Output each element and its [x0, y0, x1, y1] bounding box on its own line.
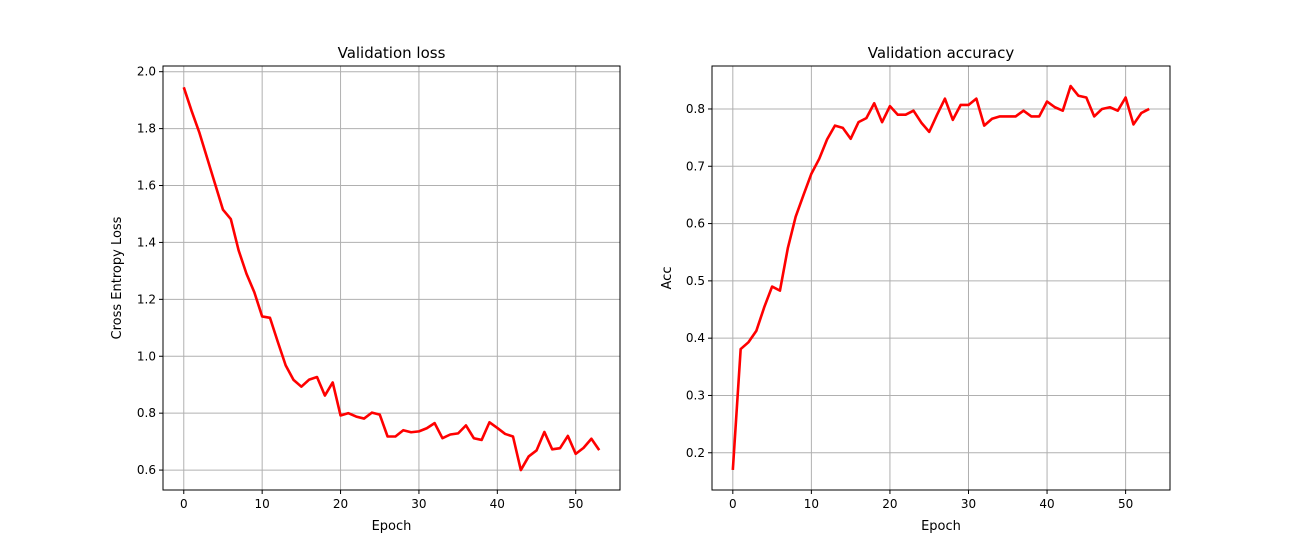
- loss-x-tick-label: 40: [490, 497, 505, 511]
- loss-x-tick-label: 20: [333, 497, 348, 511]
- accuracy-y-tick-label: 0.5: [686, 274, 705, 288]
- accuracy-y-axis-label: Acc: [660, 267, 675, 290]
- accuracy-y-tick-label: 0.2: [686, 446, 705, 460]
- loss-y-tick-label: 1.2: [137, 292, 156, 306]
- loss-y-tick-label: 2.0: [137, 65, 156, 79]
- loss-x-tick-label: 50: [568, 497, 583, 511]
- accuracy-x-tick-label: 40: [1039, 497, 1054, 511]
- accuracy-x-tick-label: 20: [882, 497, 897, 511]
- loss-panel: 0 10 20 30 40 50 0.6 0.8 1.0 1.2 1.4 1.6 1.8 2.0 Vali…: [110, 44, 621, 534]
- loss-x-tick-label: 30: [411, 497, 426, 511]
- loss-y-tick-label: 1.6: [137, 179, 156, 193]
- accuracy-x-tick-label: 50: [1118, 497, 1133, 511]
- loss-plot-frame: [162, 65, 621, 491]
- loss-ticks: 0 10 20 30 40 50 0.6 0.8 1.0 1.2 1.4 1.6 1.8 2.0: [137, 65, 583, 511]
- loss-series-line: [182, 86, 601, 472]
- accuracy-chart-title: Validation accuracy: [868, 44, 1015, 62]
- loss-chart-title: Validation loss: [338, 44, 446, 62]
- accuracy-y-tick-label: 0.3: [686, 388, 705, 402]
- loss-x-tick-label: 10: [255, 497, 270, 511]
- accuracy-x-tick-label: 30: [961, 497, 976, 511]
- loss-grid: [163, 66, 620, 490]
- loss-x-axis-label: Epoch: [372, 519, 412, 534]
- accuracy-x-tick-label: 10: [804, 497, 819, 511]
- loss-y-tick-label: 1.0: [137, 349, 156, 363]
- accuracy-plot-frame: [711, 65, 1171, 491]
- accuracy-y-tick-label: 0.8: [686, 102, 705, 116]
- loss-y-tick-label: 1.8: [137, 122, 156, 136]
- accuracy-y-tick-label: 0.6: [686, 217, 705, 231]
- loss-y-tick-label: 0.6: [137, 463, 156, 477]
- accuracy-x-tick-label: 0: [729, 497, 737, 511]
- accuracy-panel: 0 10 20 30 40 50 0.2 0.3 0.4 0.5 0.6 0.7 0.8 Validat…: [660, 44, 1171, 534]
- accuracy-ticks: 0 10 20 30 40 50 0.2 0.3 0.4 0.5 0.6 0.7 0.8: [686, 102, 1133, 511]
- loss-y-tick-label: 1.4: [137, 235, 156, 249]
- accuracy-x-axis-label: Epoch: [921, 519, 961, 534]
- accuracy-grid: [712, 66, 1170, 490]
- loss-y-tick-label: 0.8: [137, 406, 156, 420]
- accuracy-y-tick-label: 0.4: [686, 331, 705, 345]
- loss-y-axis-label: Cross Entropy Loss: [110, 216, 125, 339]
- loss-x-tick-label: 0: [180, 497, 188, 511]
- accuracy-series-line: [731, 84, 1150, 471]
- accuracy-y-tick-label: 0.7: [686, 159, 705, 173]
